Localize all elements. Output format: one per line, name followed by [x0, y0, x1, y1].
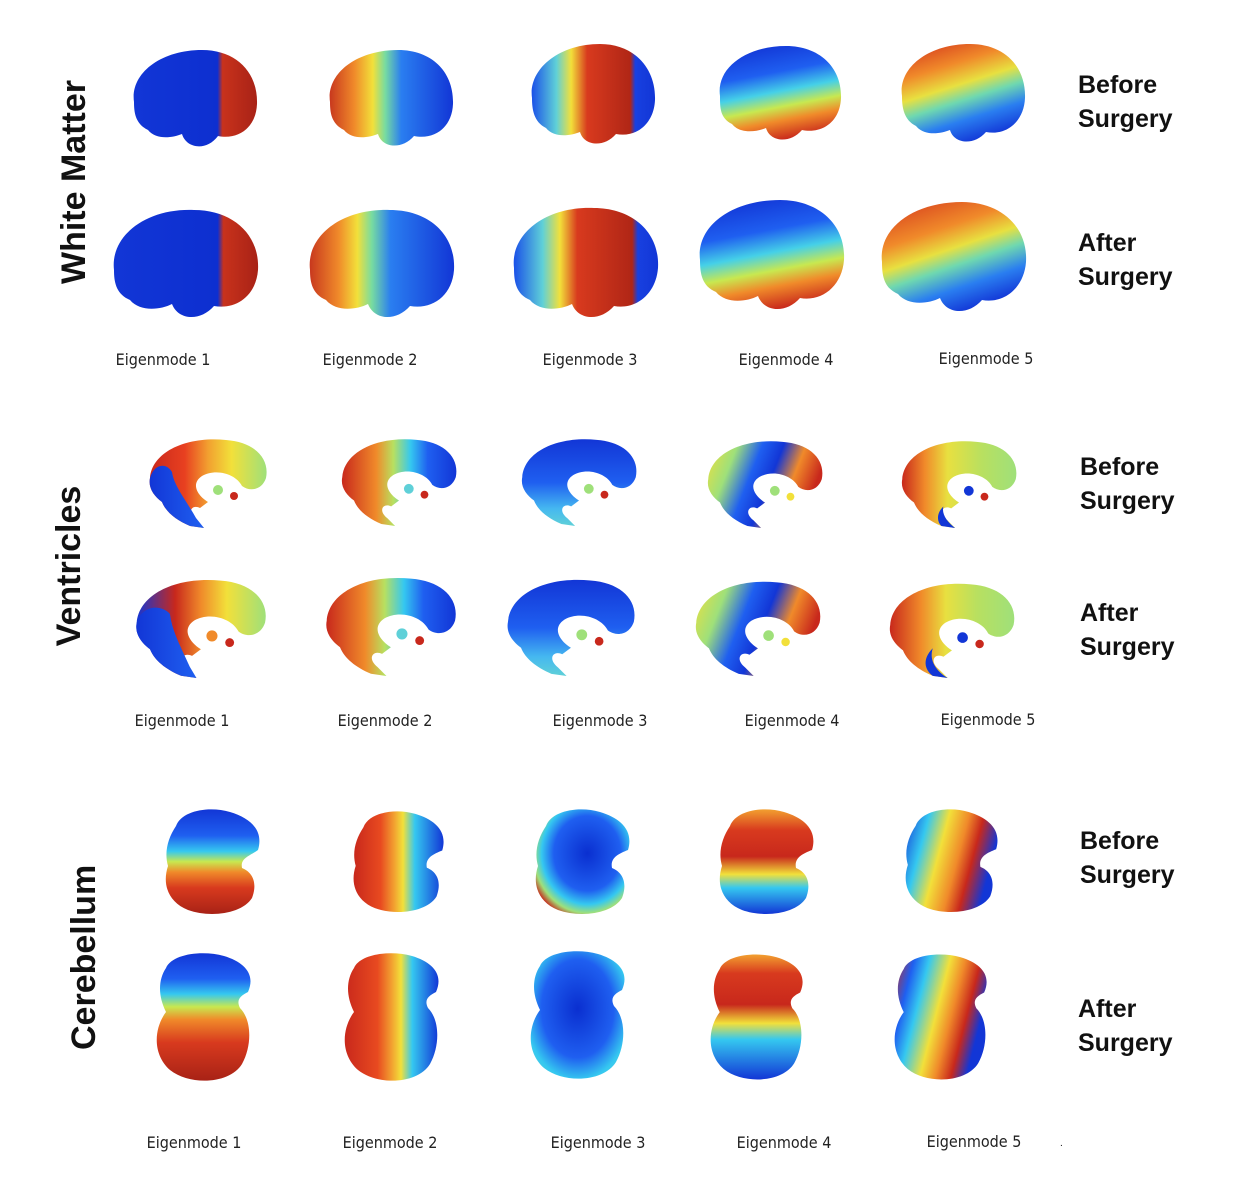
vent-eigenmode-3-label: Eigenmode 3 [552, 711, 648, 730]
cerebellum-before-label: Before Surgery [1080, 827, 1175, 889]
wm-after-mode3-brain [508, 202, 664, 324]
vent-before-mode3-shape [518, 434, 642, 526]
cb-eigenmode-5-label: Eigenmode 5 [926, 1132, 1022, 1151]
white-matter-before-label: Before Surgery [1078, 71, 1173, 133]
cb-eigenmode-1-label: Eigenmode 1 [146, 1133, 242, 1152]
vent-after-mode5-shape [882, 578, 1024, 678]
vent-after-mode3-shape [502, 574, 642, 676]
cb-eigenmode-2-label: Eigenmode 2 [342, 1133, 438, 1152]
cb-before-mode2-shape [348, 806, 448, 918]
vent-after-mode4-shape [688, 576, 830, 676]
wm-eigenmode-1-label: Eigenmode 1 [115, 350, 211, 369]
cb-eigenmode-4-label: Eigenmode 4 [736, 1133, 832, 1152]
wm-after-mode1-brain [108, 204, 264, 324]
wm-eigenmode-2-label: Eigenmode 2 [322, 350, 418, 369]
section-label-cerebellum: Cerebellum [65, 864, 103, 1050]
wm-before-mode5-brain [896, 40, 1030, 148]
cb-after-mode2-shape [340, 950, 444, 1086]
vent-after-mode1-shape [130, 574, 274, 678]
wm-after-mode5-brain [876, 198, 1032, 318]
ventricles-before-label: Before Surgery [1080, 453, 1175, 515]
trailing-mark: . [1060, 1138, 1063, 1149]
cb-before-mode4-shape [714, 806, 818, 918]
ventricles-after-label: After Surgery [1080, 599, 1175, 661]
cb-before-mode5-shape [900, 804, 1002, 918]
vent-before-mode5-shape [898, 436, 1022, 528]
wm-after-mode4-brain [694, 196, 850, 318]
cb-after-mode3-shape [524, 948, 632, 1084]
white-matter-after-label: After Surgery [1078, 229, 1173, 291]
cb-eigenmode-3-label: Eigenmode 3 [550, 1133, 646, 1152]
wm-after-mode2-brain [304, 204, 460, 324]
wm-eigenmode-3-label: Eigenmode 3 [542, 350, 638, 369]
wm-before-mode1-brain [126, 44, 262, 152]
vent-before-mode4-shape [704, 436, 828, 528]
cb-before-mode3-shape [530, 806, 634, 918]
vent-before-mode1-shape [146, 434, 272, 528]
wm-before-mode2-brain [324, 46, 458, 152]
vent-eigenmode-4-label: Eigenmode 4 [744, 711, 840, 730]
vent-eigenmode-5-label: Eigenmode 5 [940, 710, 1036, 729]
cb-after-mode4-shape [706, 950, 808, 1086]
vent-before-mode2-shape [338, 434, 462, 526]
section-label-white-matter: White Matter [55, 80, 93, 284]
cb-after-mode5-shape [890, 950, 992, 1086]
cb-before-mode1-shape [160, 806, 264, 918]
wm-before-mode4-brain [714, 42, 846, 146]
vent-after-mode2-shape [322, 572, 462, 676]
vent-eigenmode-1-label: Eigenmode 1 [134, 711, 230, 730]
wm-eigenmode-5-label: Eigenmode 5 [938, 349, 1034, 368]
wm-before-mode3-brain [526, 40, 660, 150]
cb-after-mode1-shape [152, 950, 256, 1086]
cerebellum-after-label: After Surgery [1078, 995, 1173, 1057]
vent-eigenmode-2-label: Eigenmode 2 [337, 711, 433, 730]
section-label-ventricles: Ventricles [50, 485, 88, 647]
wm-eigenmode-4-label: Eigenmode 4 [738, 350, 834, 369]
